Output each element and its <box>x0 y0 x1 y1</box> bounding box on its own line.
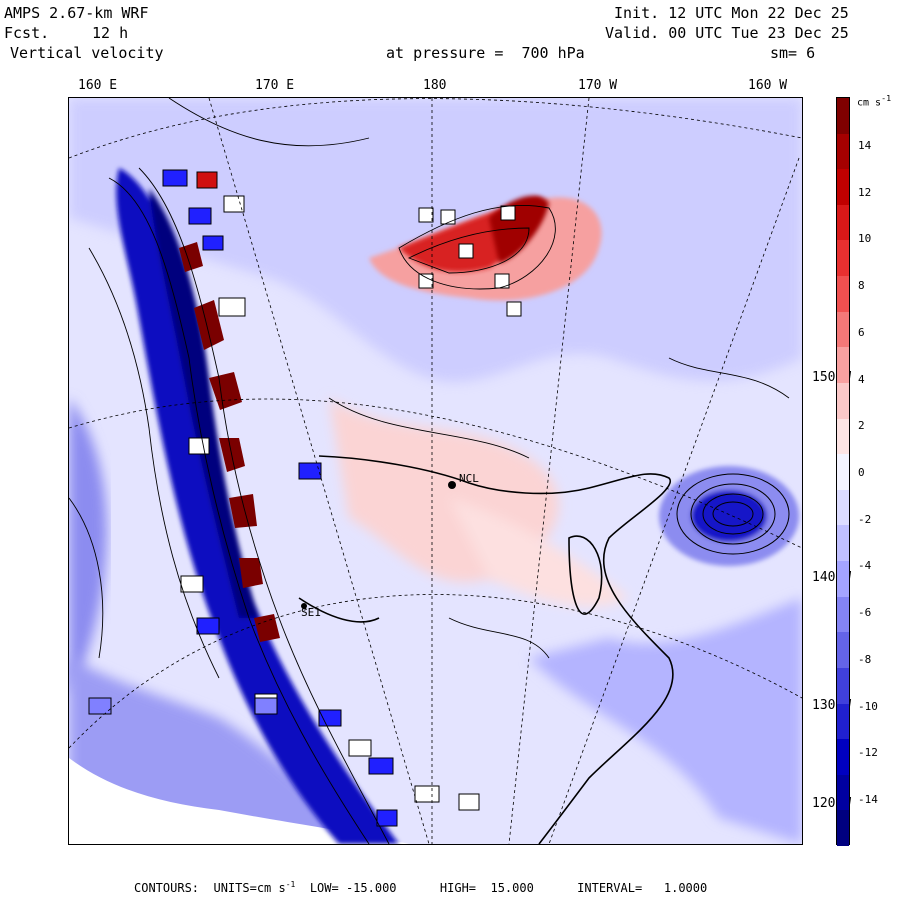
colorbar-swatch <box>837 810 849 847</box>
colorbar-swatch <box>837 204 849 241</box>
station-label-ncl: NCL <box>459 472 479 485</box>
lon-label-170e: 170 E <box>255 78 295 93</box>
variable-name: Vertical velocity <box>10 44 164 62</box>
colorbar-swatch <box>837 667 849 704</box>
units-sup: -1 <box>285 880 296 889</box>
colorbar-swatch <box>837 739 849 776</box>
lon-label-180: 180 <box>423 78 447 93</box>
colorbar-swatch <box>837 133 849 170</box>
colorbar-swatch <box>837 703 849 740</box>
colorbar-unit: cm s-1 <box>857 93 892 109</box>
colorbar-swatch <box>837 382 849 420</box>
colorbar-tick-label: -6 <box>858 606 872 620</box>
map-canvas <box>69 98 802 844</box>
colorbar-tick-label: 4 <box>858 372 865 386</box>
colorbar-swatch <box>837 169 849 206</box>
low-value: LOW= -15.000 <box>309 881 397 895</box>
colorbar-tick-label: 0 <box>858 466 865 479</box>
colorbar-swatch <box>837 98 849 135</box>
lon-label-160e: 160 E <box>78 78 118 93</box>
colorbar-tick-label: -4 <box>858 559 872 573</box>
units-label: UNITS=cm s <box>213 881 286 895</box>
smoothing-value: sm= 6 <box>770 44 816 62</box>
station-dot-ncl <box>448 481 456 489</box>
color-scale-bar <box>836 97 850 847</box>
colorbar-tick-label: -10 <box>858 699 878 713</box>
forecast-hour: 12 h <box>92 24 129 42</box>
colorbar-swatch <box>837 276 849 313</box>
colorbar-tick-label: -12 <box>858 746 878 760</box>
colorbar-tick-label: 8 <box>858 279 865 293</box>
station-label-se1: SE1 <box>301 606 321 619</box>
colorbar-swatch <box>837 347 849 384</box>
high-value: HIGH= 15.000 <box>439 881 534 895</box>
init-time: Init. 12 UTC Mon 22 Dec 25 <box>614 4 849 22</box>
valid-time: Valid. 00 UTC Tue 23 Dec 25 <box>605 24 849 42</box>
colorbar-swatch <box>837 525 849 562</box>
colorbar-tick-label: 12 <box>858 185 872 199</box>
colorbar-tick-label: -2 <box>858 512 872 526</box>
colorbar-swatch <box>837 489 849 526</box>
vertical-velocity-map: NCL SE1 <box>68 97 803 845</box>
colorbar-tick-label: 2 <box>858 419 865 433</box>
lon-label-170w: 170 W <box>578 78 618 93</box>
colorbar-tick-label: -14 <box>858 793 878 806</box>
forecast-label: Fcst. <box>4 24 50 42</box>
pressure-level: at pressure = 700 hPa <box>386 44 585 62</box>
colorbar-swatch <box>837 774 849 811</box>
colorbar-swatch <box>837 311 849 348</box>
contours-label: CONTOURS: <box>134 881 200 895</box>
colorbar-tick-label: 6 <box>858 325 865 339</box>
model-title: AMPS 2.67-km WRF <box>4 4 149 22</box>
colorbar-swatch <box>837 418 849 455</box>
contour-info: CONTOURS: UNITS=cm s-1 LOW= -15.000 HIGH… <box>134 880 707 895</box>
colorbar-swatch <box>837 632 849 669</box>
colorbar-tick-label: 14 <box>858 139 872 152</box>
lon-label-160w: 160 W <box>748 78 788 93</box>
colorbar-swatch <box>837 454 849 491</box>
colorbar-swatch <box>837 240 849 277</box>
station-dot-se1 <box>301 603 307 609</box>
interval-value: INTERVAL= 1.0000 <box>577 881 708 895</box>
colorbar-tick-label: 10 <box>858 232 872 246</box>
colorbar-tick-label: -8 <box>858 652 872 666</box>
colorbar-swatch <box>837 596 849 633</box>
colorbar-swatch <box>837 561 849 598</box>
